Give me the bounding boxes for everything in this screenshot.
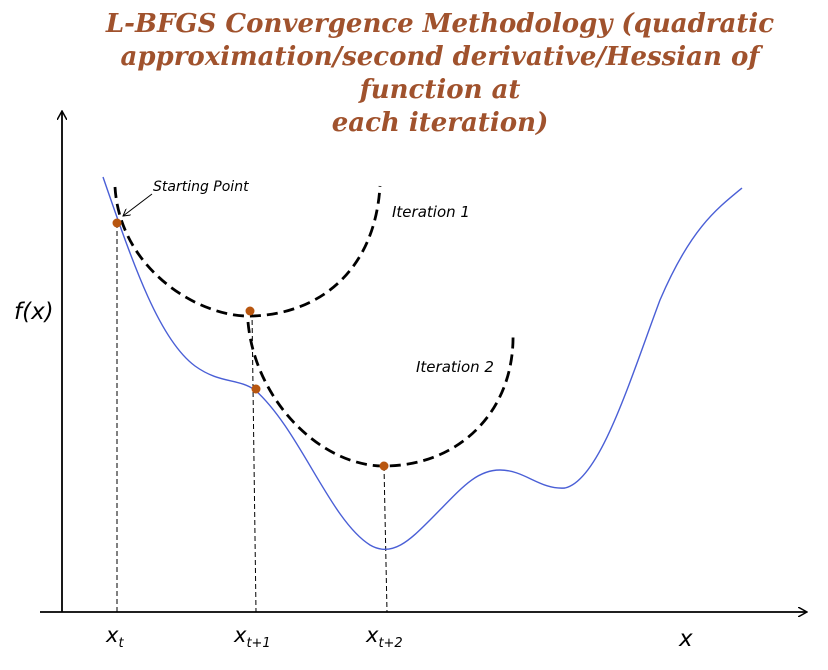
tick-label-xt2-sub: t+2 — [378, 636, 402, 651]
tick-label-xt: xt — [105, 623, 124, 651]
drop-line-xt1 — [251, 311, 257, 613]
tick-label-xt-sub: t — [118, 636, 124, 651]
function-curve — [102, 176, 743, 551]
diagram-title: L-BFGS Convergence Methodology (quadrati… — [60, 8, 820, 140]
tick-label-xt1-base: x — [233, 623, 247, 647]
drop-line-xt2 — [383, 465, 388, 613]
title-line-1: L-BFGS Convergence Methodology (quadrati… — [105, 9, 775, 39]
starting-point-pointer — [123, 193, 153, 216]
iteration-2-label: Iteration 2 — [416, 358, 494, 376]
iteration-2-minimum-marker — [379, 461, 389, 471]
quadratic-approx-iteration-1 — [113, 185, 382, 318]
y-axis-label: f(x) — [14, 299, 54, 325]
tick-label-xt-base: x — [105, 623, 119, 647]
x-axis-label: x — [678, 626, 693, 652]
title-line-3: each iteration) — [331, 108, 549, 138]
iteration-1-minimum-marker — [245, 306, 255, 316]
xt1-function-point-marker — [251, 384, 261, 394]
tick-label-xt2: xt+2 — [365, 623, 403, 651]
tick-label-xt2-base: x — [365, 623, 379, 647]
tick-label-xt1-sub: t+1 — [246, 636, 270, 651]
tick-label-xt1: xt+1 — [233, 623, 271, 651]
starting-point-label: Starting Point — [153, 179, 249, 195]
starting-point-marker — [112, 218, 122, 228]
quadratic-approx-iteration-2 — [246, 321, 515, 468]
title-line-2: approximation/second derivative/Hessian … — [120, 42, 760, 105]
iteration-1-label: Iteration 1 — [392, 203, 470, 221]
